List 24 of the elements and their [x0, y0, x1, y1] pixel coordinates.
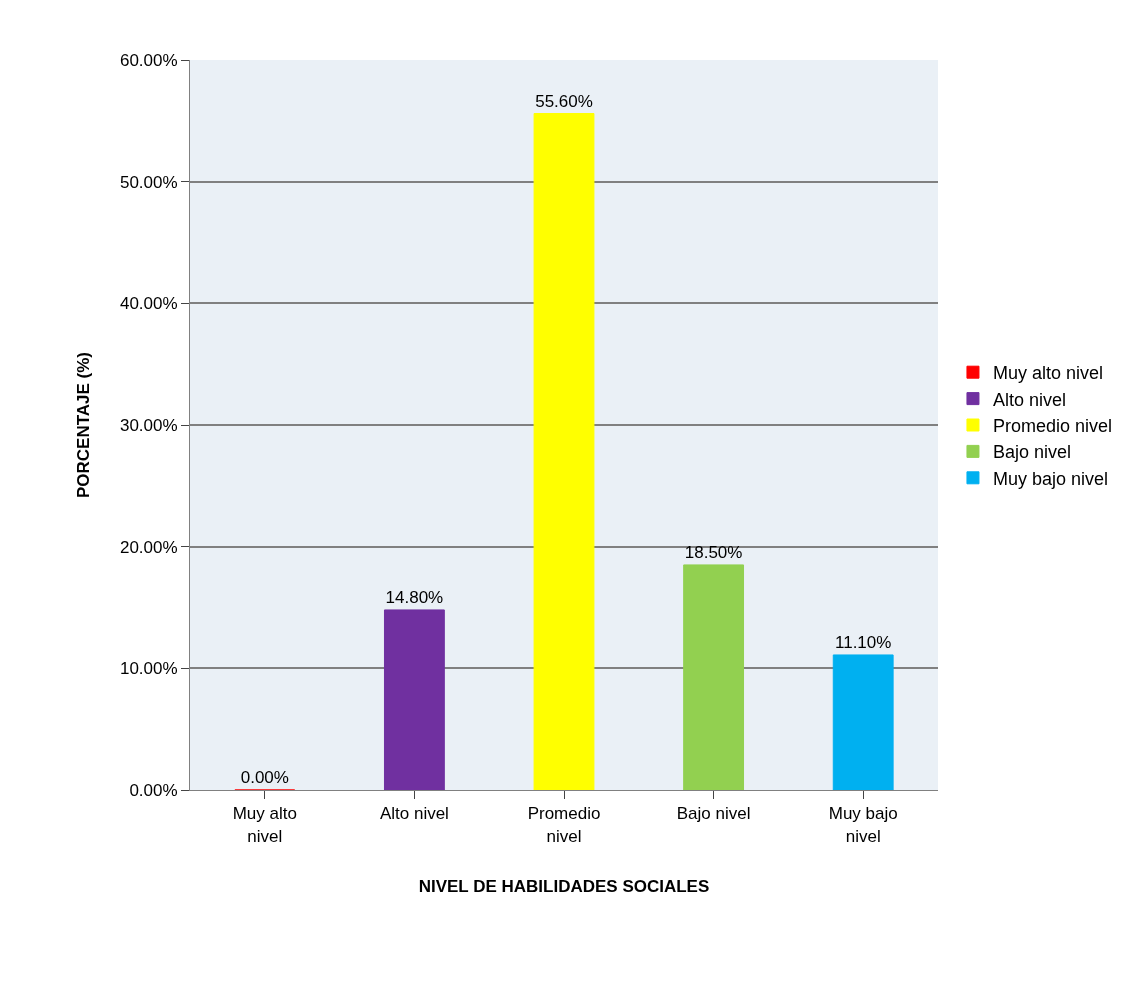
- legend-label: Bajo nivel: [992, 442, 1072, 463]
- x-tick-label: Promedio nivel: [527, 804, 601, 846]
- y-tick-label: 40.00%: [119, 294, 178, 314]
- x-axis-title: NIVEL DE HABILIDADES SOCIALES: [418, 876, 710, 896]
- data-label: 14.80%: [385, 587, 444, 607]
- y-tick-label: 0.00%: [129, 780, 178, 800]
- y-tick-label: 50.00%: [119, 172, 178, 192]
- legend-label: Alto nivel: [992, 389, 1067, 410]
- data-label: 0.00%: [240, 768, 289, 787]
- legend-label: Muy alto nivel: [992, 363, 1104, 384]
- data-label: 18.50%: [684, 542, 743, 562]
- x-tick-label: Muy alto nivel: [232, 804, 297, 846]
- y-tick-label: 20.00%: [119, 537, 178, 557]
- y-tick-label: 10.00%: [119, 659, 178, 679]
- y-tick-label: 60.00%: [119, 50, 178, 70]
- x-tick-label: Muy bajo nivel: [828, 804, 898, 846]
- data-label: 11.10%: [835, 632, 892, 652]
- data-label: 55.60%: [535, 91, 593, 111]
- legend-label: Promedio nivel: [992, 416, 1113, 437]
- x-tick-label: Bajo nivel: [676, 804, 751, 824]
- y-tick-label: 30.00%: [119, 415, 178, 435]
- legend-label: Muy bajo nivel: [992, 468, 1109, 489]
- y-axis-title: PORCENTAJE (%): [74, 351, 94, 499]
- x-tick-label: Alto nivel: [379, 804, 449, 824]
